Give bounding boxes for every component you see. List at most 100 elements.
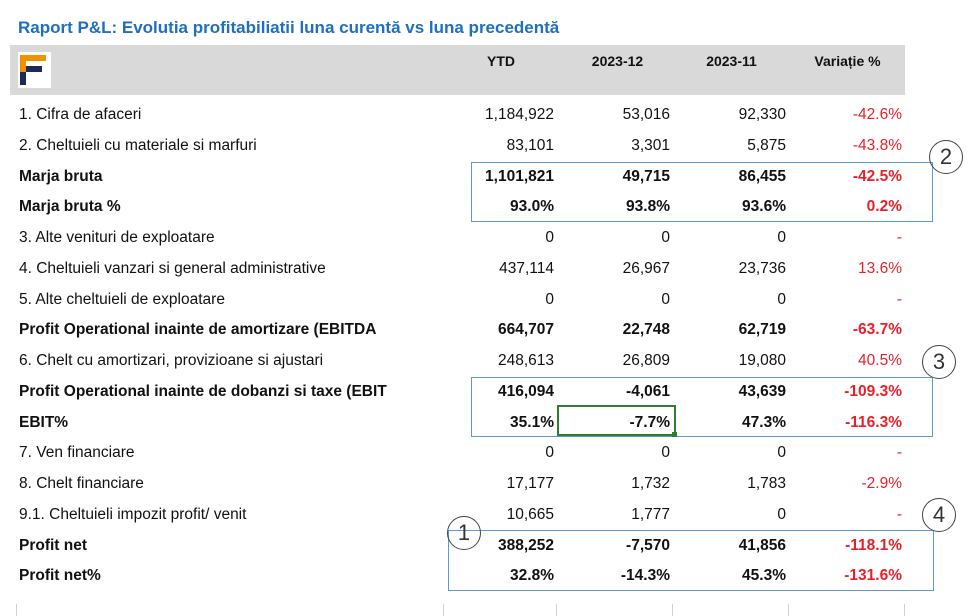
cell-2023-12[interactable]: 26,967	[622, 259, 670, 277]
cell-2023-12[interactable]: 1,732	[631, 475, 670, 492]
row-label[interactable]: 2. Cheltuieli cu materiale si marfuri	[19, 136, 257, 154]
cell-2023-12[interactable]: 1,777	[631, 505, 670, 523]
annotation-circle-2: 2	[929, 140, 963, 174]
cell-ytd[interactable]: 664,707	[497, 321, 554, 339]
cell-ytd[interactable]: 416,094	[497, 382, 554, 400]
row-label[interactable]: 8. Chelt financiare	[19, 475, 144, 492]
cell-ytd[interactable]: 83,101	[506, 136, 554, 154]
cell-ytd[interactable]: 1,184,922	[485, 106, 554, 123]
row-label[interactable]: 9.1. Cheltuieli impozit profit/ venit	[19, 505, 247, 523]
cell-ytd[interactable]: 0	[545, 290, 554, 308]
cell-2023-11[interactable]: 5,875	[747, 136, 786, 154]
row-label[interactable]: Marja bruta %	[19, 198, 121, 216]
cell-2023-11[interactable]: 1,783	[747, 475, 786, 492]
cell-ytd[interactable]: 35.1%	[510, 413, 554, 431]
cell-variatie[interactable]: -42.6%	[852, 106, 902, 123]
cell-variatie[interactable]: -2.9%	[861, 475, 903, 492]
cell-variatie[interactable]: -42.5%	[852, 167, 902, 185]
row-label[interactable]: 4. Cheltuieli vanzari si general adminis…	[19, 259, 326, 277]
cell-ytd[interactable]: 0	[545, 229, 554, 246]
cell-variatie[interactable]: -109.3%	[844, 382, 902, 400]
cell-2023-11[interactable]: 43,639	[738, 382, 786, 400]
table-header-bar	[10, 45, 905, 95]
row-label[interactable]: EBIT%	[19, 413, 69, 431]
cell-ytd[interactable]: 93.0%	[510, 198, 554, 216]
cell-2023-11[interactable]: 92,330	[738, 106, 786, 123]
row-label[interactable]: Profit Operational inainte de amortizare…	[19, 321, 377, 339]
cell-2023-11[interactable]: 0	[777, 505, 786, 523]
fill-handle[interactable]	[672, 432, 677, 437]
cell-variatie[interactable]: -63.7%	[852, 321, 902, 339]
annotation-circle-1: 1	[447, 516, 481, 550]
cell-2023-12[interactable]: 0	[661, 229, 670, 246]
table-row: Profit net 388,252 -7,570 41,856 -118.1%	[0, 531, 975, 562]
cell-2023-12[interactable]: -14.3%	[620, 567, 670, 585]
row-label[interactable]: Profit net%	[19, 567, 101, 585]
cell-ytd[interactable]: 248,613	[497, 352, 554, 369]
cell-2023-12[interactable]: 93.8%	[626, 198, 670, 216]
cell-2023-11[interactable]: 19,080	[738, 352, 786, 369]
cell-2023-11[interactable]: 86,455	[738, 167, 786, 185]
cell-2023-12[interactable]: 49,715	[622, 167, 670, 185]
row-label[interactable]: 7. Ven financiare	[19, 444, 135, 462]
cell-2023-11[interactable]: 0	[777, 290, 786, 308]
report-title: Raport P&L: Evolutia profitabiliatii lun…	[18, 18, 560, 37]
header-2023-12: 2023-12	[591, 53, 644, 69]
cell-ytd[interactable]: 10,665	[506, 505, 554, 523]
cell-2023-11[interactable]: 62,719	[738, 321, 786, 339]
highlight-box-marja	[471, 162, 933, 222]
cell-ytd[interactable]: 1,101,821	[485, 167, 554, 185]
table-row: EBIT% 35.1% -7.7% 47.3% -116.3%	[0, 408, 975, 439]
cell-2023-12[interactable]: 53,016	[622, 106, 670, 123]
cell-2023-11[interactable]: 47.3%	[742, 413, 786, 431]
table-row: Profit Operational inainte de dobanzi si…	[0, 377, 975, 408]
cell-2023-12[interactable]: 0	[661, 444, 670, 462]
cell-variatie[interactable]: 40.5%	[858, 352, 902, 369]
cell-ytd[interactable]: 17,177	[506, 475, 554, 492]
cell-ytd[interactable]: 0	[545, 444, 554, 462]
company-logo	[18, 52, 51, 88]
cell-ytd[interactable]: 388,252	[497, 536, 554, 554]
cell-variatie[interactable]: 0.2%	[866, 198, 902, 216]
grid-line	[16, 604, 17, 616]
cell-variatie[interactable]: -118.1%	[845, 536, 902, 554]
table-row: 6. Chelt cu amortizari, provizioane si a…	[0, 346, 975, 377]
row-label[interactable]: 1. Cifra de afaceri	[19, 106, 142, 123]
grid-line	[556, 604, 557, 616]
row-label[interactable]: 3. Alte venituri de exploatare	[19, 229, 215, 246]
cell-2023-11[interactable]: 45.3%	[742, 567, 786, 585]
cell-variatie[interactable]: 13.6%	[858, 259, 902, 277]
cell-variatie[interactable]: -43.8%	[852, 136, 902, 154]
cell-variatie[interactable]: -	[896, 505, 902, 523]
row-label[interactable]: Profit net	[19, 536, 88, 554]
row-label[interactable]: Profit Operational inainte de dobanzi si…	[19, 382, 387, 400]
cell-2023-12[interactable]: -7,570	[626, 536, 670, 554]
table-row: Profit Operational inainte de amortizare…	[0, 315, 975, 346]
cell-2023-11[interactable]: 23,736	[738, 259, 786, 277]
row-label[interactable]: Marja bruta	[19, 167, 103, 185]
cell-2023-11[interactable]: 41,856	[738, 536, 786, 554]
row-label[interactable]: 5. Alte cheltuieli de exploatare	[19, 290, 225, 308]
cell-variatie[interactable]: -116.3%	[845, 413, 902, 431]
cell-2023-11[interactable]: 93.6%	[742, 198, 786, 216]
cell-2023-11[interactable]: 0	[777, 229, 786, 246]
cell-2023-12[interactable]: 22,748	[622, 321, 670, 339]
cell-2023-12[interactable]: -4,061	[626, 382, 670, 400]
cell-ytd[interactable]: 32.8%	[510, 567, 554, 585]
cell-2023-11[interactable]: 0	[777, 444, 786, 462]
cell-2023-12[interactable]: 26,809	[622, 352, 670, 369]
cell-variatie[interactable]: -	[896, 444, 902, 462]
cell-variatie[interactable]: -	[896, 290, 902, 308]
annotation-circle-4: 4	[922, 498, 956, 532]
row-label[interactable]: 6. Chelt cu amortizari, provizioane si a…	[19, 352, 324, 369]
cell-variatie[interactable]: -131.6%	[844, 567, 902, 585]
grid-line	[672, 604, 673, 616]
cell-2023-12[interactable]: 3,301	[631, 136, 670, 154]
selected-cell[interactable]	[557, 405, 676, 436]
grid-line	[443, 604, 444, 616]
cell-variatie[interactable]: -	[896, 229, 902, 246]
header-variatie: Variație %	[814, 53, 881, 69]
cell-ytd[interactable]: 437,114	[499, 259, 554, 277]
cell-2023-12[interactable]: 0	[661, 290, 670, 308]
cell-2023-12[interactable]: -7.7%	[629, 413, 671, 431]
